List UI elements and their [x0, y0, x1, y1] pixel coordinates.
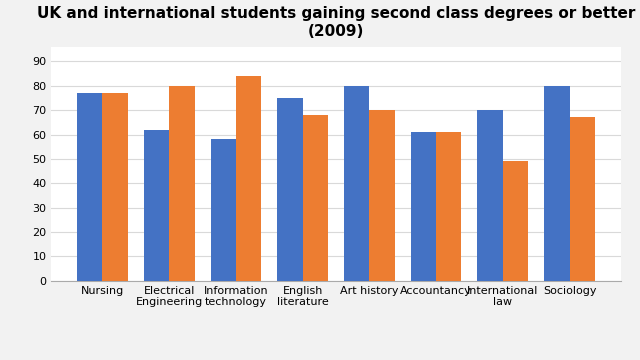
Bar: [77, 93, 102, 281]
Bar: [570, 117, 595, 281]
Bar: [369, 110, 395, 281]
Bar: [411, 132, 436, 281]
Bar: [503, 161, 528, 281]
Bar: [436, 132, 461, 281]
Bar: [102, 93, 128, 281]
Bar: [477, 110, 503, 281]
Bar: [236, 76, 261, 281]
Bar: [544, 86, 570, 281]
Bar: [344, 86, 369, 281]
Bar: [211, 139, 236, 281]
Bar: [277, 98, 303, 281]
Bar: [303, 115, 328, 281]
Title: UK and international students gaining second class degrees or better
(2009): UK and international students gaining se…: [37, 6, 635, 39]
Bar: [169, 86, 195, 281]
Bar: [144, 130, 169, 281]
